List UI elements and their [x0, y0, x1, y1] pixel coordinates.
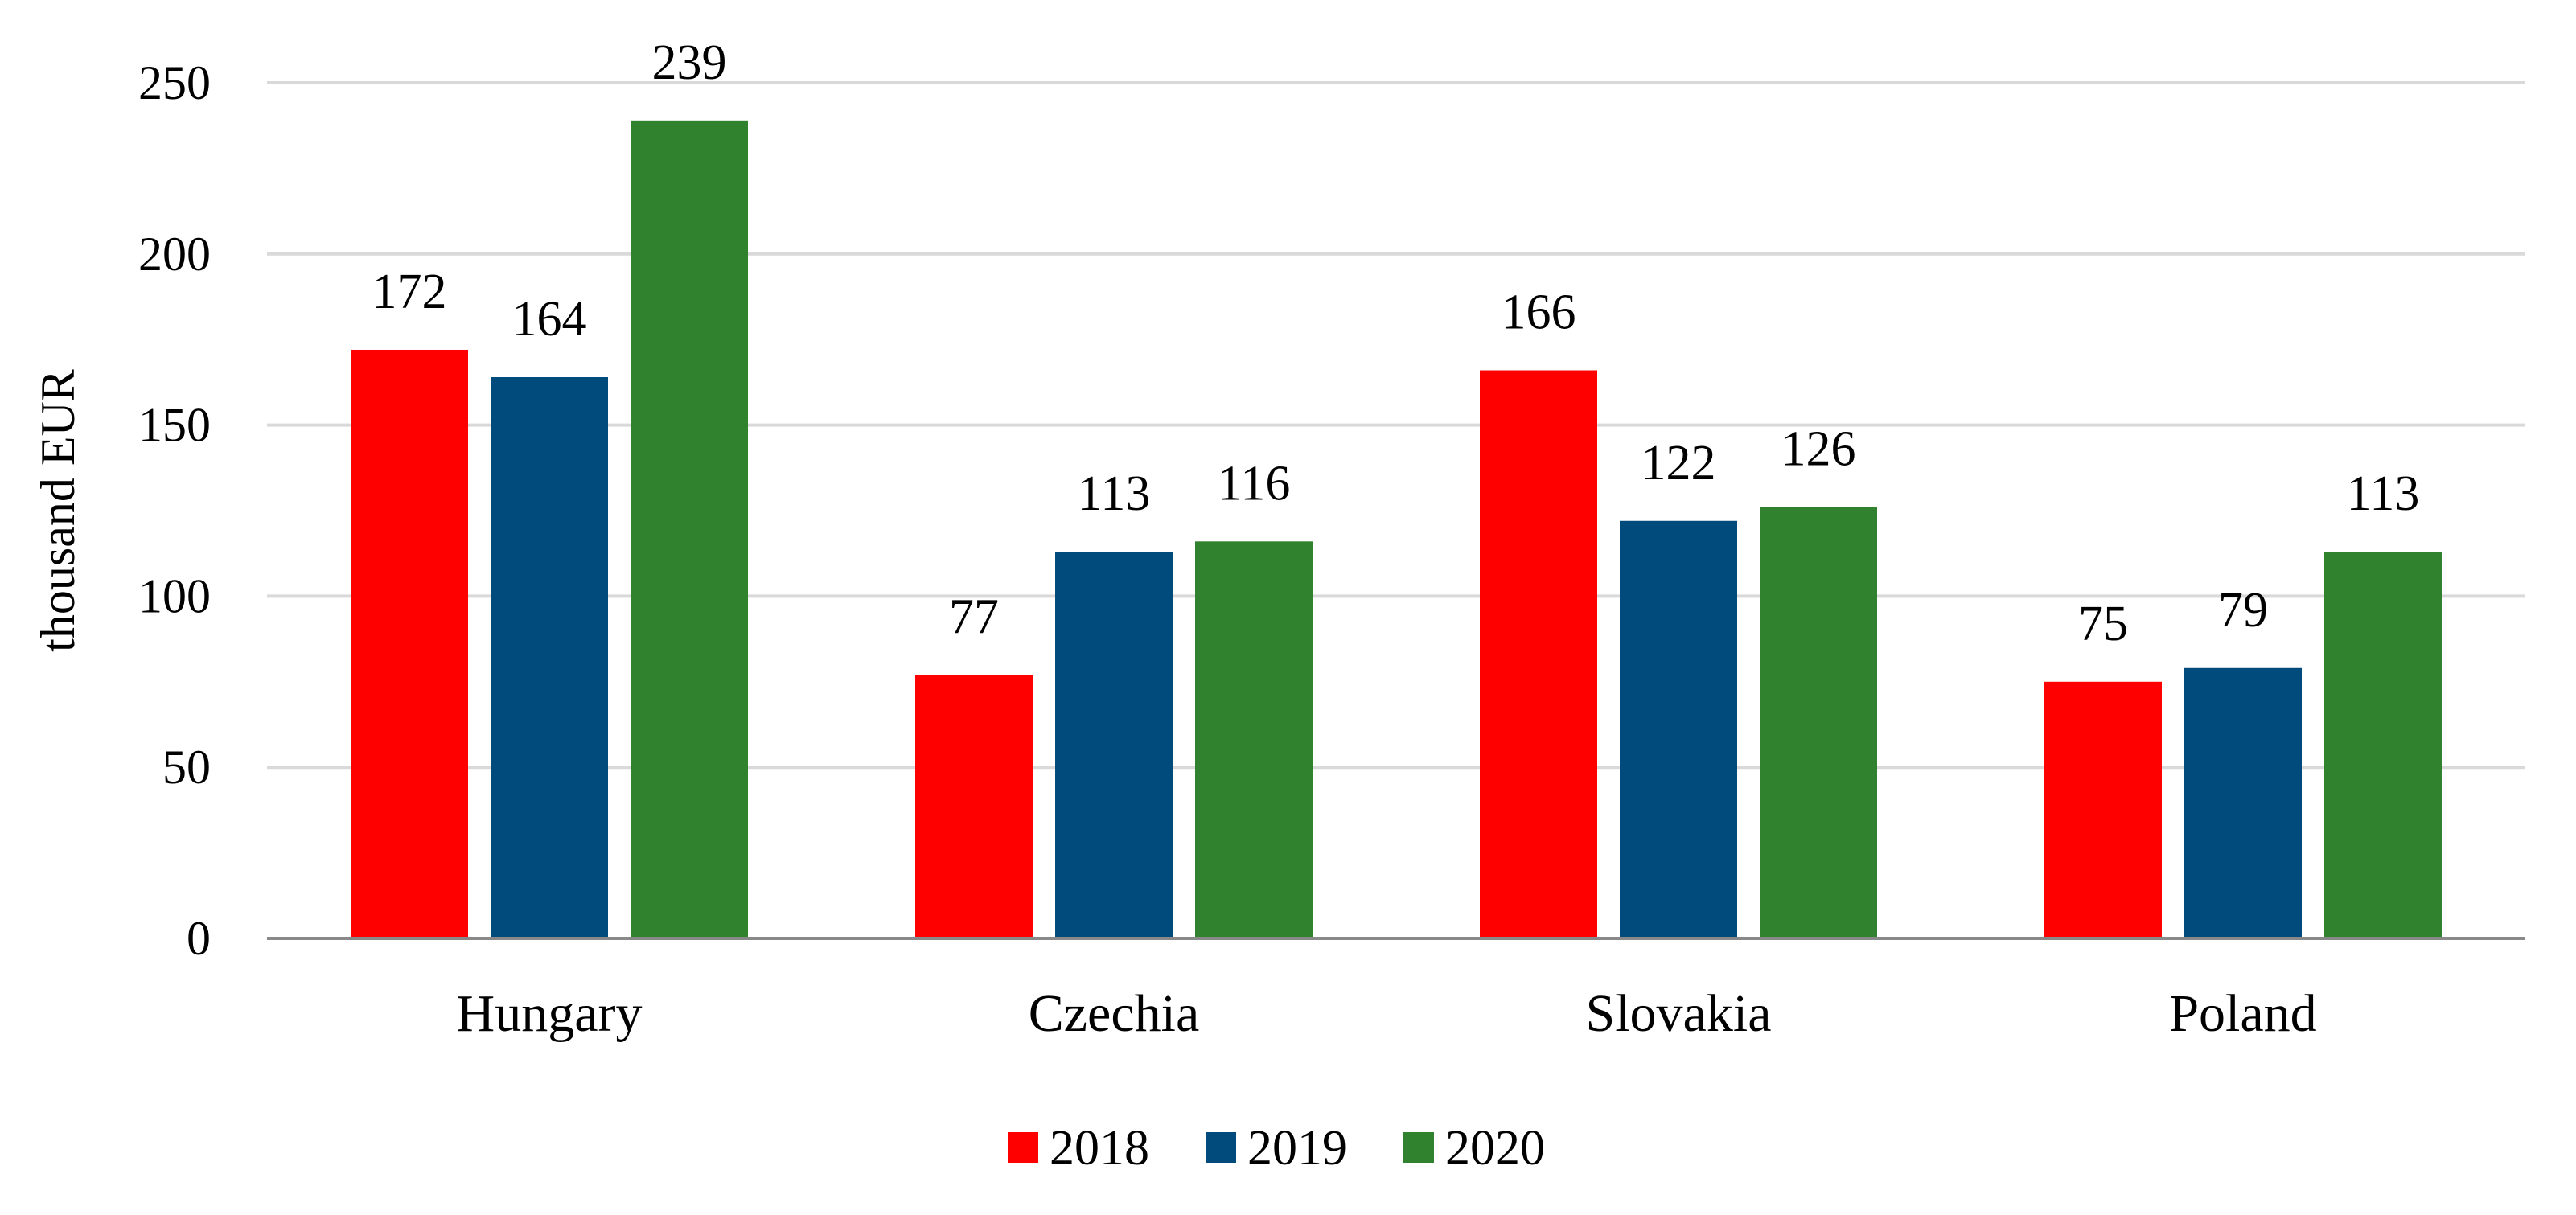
bar-slovakia-2020: [1760, 507, 1877, 938]
bar-czechia-2019: [1055, 552, 1173, 938]
y-axis-ticks: 0 50 100 150 200 250: [138, 56, 211, 965]
bar-hungary-2018: [351, 349, 468, 938]
legend-swatch-2019: [1206, 1132, 1236, 1163]
y-tick-label: 250: [138, 56, 211, 109]
y-tick-label: 150: [138, 399, 211, 452]
legend-item-2020: 2020: [1403, 1121, 1545, 1176]
bar-poland-2020: [2324, 552, 2442, 938]
x-tick-label-poland: Poland: [2169, 984, 2316, 1043]
legend-label-2019: 2019: [1247, 1121, 1347, 1176]
y-tick-label: 200: [138, 228, 211, 281]
y-tick-label: 50: [162, 741, 211, 794]
y-tick-label: 0: [187, 912, 211, 965]
bar-poland-2019: [2184, 667, 2302, 938]
legend: 2018 2019 2020: [1008, 1121, 1545, 1176]
legend-item-2018: 2018: [1008, 1121, 1149, 1176]
data-label-poland-2018: 75: [2078, 597, 2128, 651]
y-tick-label: 100: [138, 569, 211, 622]
x-axis-ticks: Hungary Czechia Slovakia Poland: [457, 984, 2317, 1043]
bar-slovakia-2018: [1480, 370, 1597, 938]
data-label-czechia-2019: 113: [1078, 466, 1151, 521]
data-label-hungary-2018: 172: [372, 265, 447, 319]
legend-label-2018: 2018: [1050, 1121, 1149, 1176]
y-axis-label: thousand EUR: [31, 369, 84, 652]
data-label-slovakia-2020: 126: [1781, 422, 1856, 477]
data-label-slovakia-2019: 122: [1641, 436, 1716, 491]
bars: [351, 120, 2442, 939]
legend-swatch-2018: [1008, 1132, 1038, 1163]
data-label-poland-2020: 113: [2347, 466, 2420, 521]
data-label-hungary-2020: 239: [652, 35, 727, 90]
data-label-hungary-2019: 164: [512, 292, 587, 347]
legend-item-2019: 2019: [1206, 1121, 1347, 1176]
legend-swatch-2020: [1403, 1132, 1434, 1163]
bar-poland-2018: [2044, 681, 2162, 938]
data-label-czechia-2020: 116: [1218, 456, 1291, 511]
bar-hungary-2020: [631, 120, 748, 939]
bar-czechia-2020: [1195, 541, 1313, 938]
bar-slovakia-2019: [1620, 520, 1737, 938]
bar-czechia-2018: [915, 675, 1033, 938]
data-labels: 172 164 239 77 113 116 166 122 126 75 79 113: [372, 35, 2420, 651]
x-tick-label-hungary: Hungary: [457, 984, 643, 1043]
data-label-czechia-2018: 77: [949, 589, 999, 644]
bar-hungary-2019: [491, 377, 608, 938]
data-label-slovakia-2018: 166: [1502, 285, 1576, 340]
x-tick-label-czechia: Czechia: [1029, 984, 1200, 1043]
legend-label-2020: 2020: [1445, 1121, 1545, 1176]
x-tick-label-slovakia: Slovakia: [1586, 984, 1772, 1043]
data-label-poland-2019: 79: [2218, 583, 2268, 638]
